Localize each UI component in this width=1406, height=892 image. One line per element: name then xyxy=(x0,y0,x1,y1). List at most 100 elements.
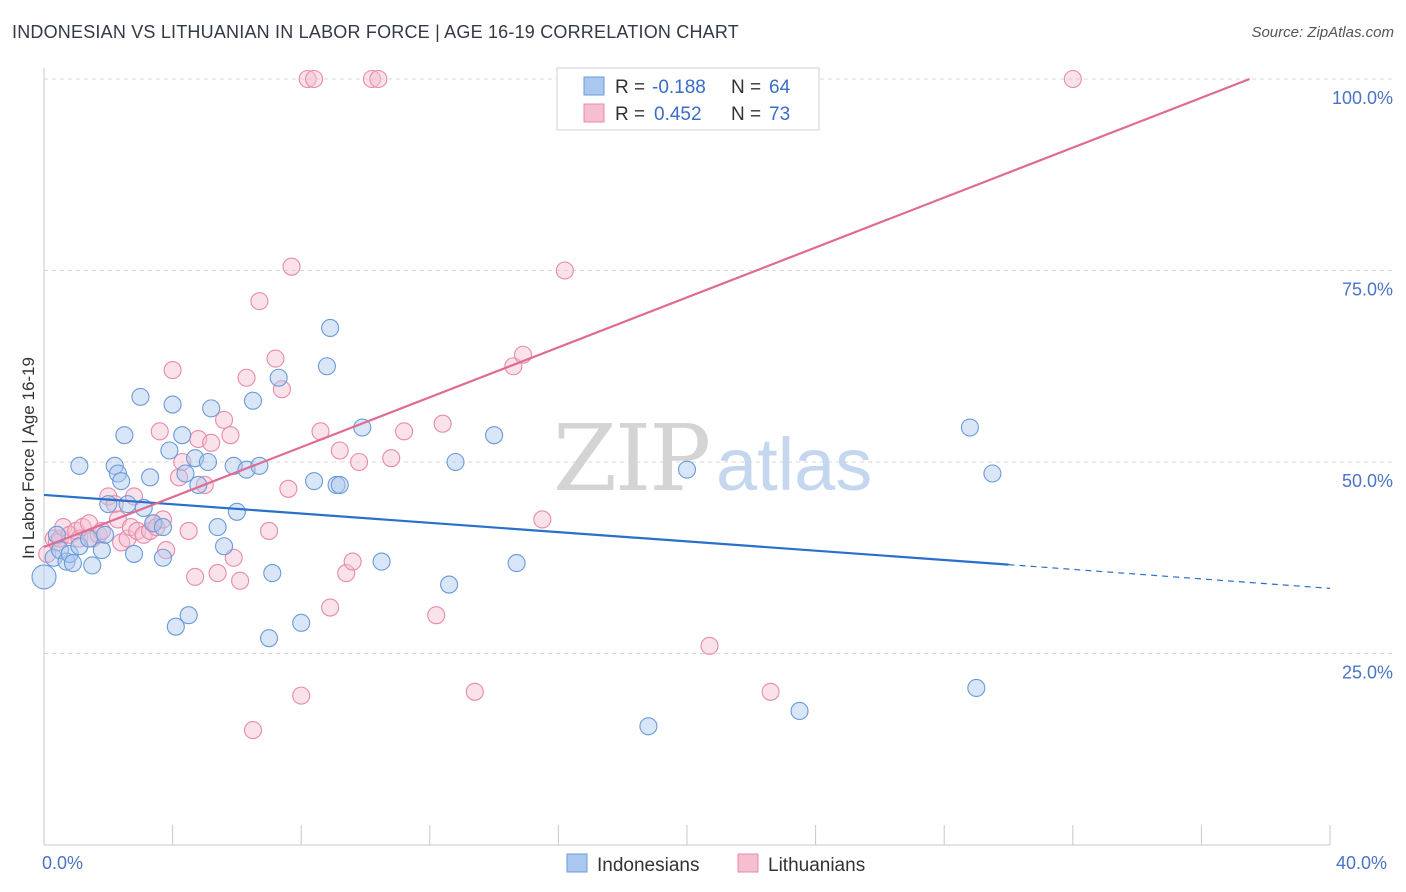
lithuanian-point xyxy=(231,571,250,590)
indonesian-point xyxy=(263,564,282,583)
indonesian-point xyxy=(83,556,102,575)
indonesian-point xyxy=(507,554,526,573)
y-tick-label: 25.0% xyxy=(1342,663,1393,683)
indonesian-point xyxy=(70,537,89,556)
trend-lines xyxy=(43,77,1331,589)
lithuanian-point xyxy=(282,257,301,276)
y-tick-label: 100.0% xyxy=(1332,88,1393,108)
indonesian-point xyxy=(321,318,340,338)
lithuanian-point xyxy=(237,368,256,387)
indonesian-point xyxy=(131,387,150,406)
lithuanian-point xyxy=(250,292,269,311)
legend-swatch-indonesian xyxy=(583,76,605,96)
indonesian-point xyxy=(330,475,349,495)
lithuanian-point xyxy=(343,552,362,571)
lithuanian-point xyxy=(202,433,221,452)
legend-r-label-2: R = xyxy=(615,104,650,125)
lithuanian-point xyxy=(395,422,414,441)
indonesian-point xyxy=(112,472,131,491)
lithuanian-point xyxy=(279,479,298,498)
legend-n-value-1: 64 xyxy=(769,77,791,98)
lithuanian-point xyxy=(427,606,446,625)
indonesian-point xyxy=(63,554,82,573)
watermark-atlas: atlas xyxy=(716,423,872,506)
lithuanian-point xyxy=(555,261,574,280)
indonesian-point xyxy=(173,426,192,445)
lithuanian-point xyxy=(350,452,369,472)
lithuanian-point xyxy=(266,349,285,368)
indonesian-point xyxy=(124,544,144,563)
indonesian-point xyxy=(292,613,311,632)
indonesian-point xyxy=(179,606,198,625)
x-tick-label-min: 0.0% xyxy=(42,853,83,873)
indonesian-point xyxy=(677,460,697,479)
source-label: Source: ZipAtlas.com xyxy=(1251,24,1394,41)
lithuanian-point xyxy=(533,510,552,529)
indonesian-point xyxy=(983,464,1002,483)
lithuanian-point xyxy=(298,69,317,89)
legend-r-value-1: -0.188 xyxy=(652,77,706,98)
lithuanian-point xyxy=(382,449,401,468)
lithuanian-point xyxy=(369,69,388,89)
gridlines xyxy=(44,78,1394,654)
bottom-legend: Indonesians Lithuanians xyxy=(566,853,865,876)
indonesian-point xyxy=(96,525,115,544)
lithuanian-point xyxy=(208,564,227,583)
indonesian-point xyxy=(115,426,134,445)
indonesian-point xyxy=(227,502,246,521)
indonesian-point xyxy=(269,368,288,387)
lithuanian-point xyxy=(259,521,279,540)
legend-box: R = -0.188 N = 64 R = 0.452 N = 73 xyxy=(556,67,820,131)
indonesian-point xyxy=(305,472,324,491)
lithuanian-point xyxy=(337,564,356,583)
indonesian-point xyxy=(960,418,979,437)
lithuanian-point xyxy=(465,682,484,701)
bottom-legend-label-indonesian: Indonesians xyxy=(597,855,699,876)
legend-n-label-2: N = xyxy=(731,104,766,125)
indonesian-point xyxy=(153,548,173,567)
indonesian-point xyxy=(243,391,263,410)
indonesian-point xyxy=(166,617,185,636)
indonesian-point xyxy=(790,701,809,721)
x-tick-label-max: 40.0% xyxy=(1336,853,1387,873)
indonesian-point xyxy=(446,452,465,472)
indonesian-point xyxy=(144,514,163,533)
watermark-zip: ZIP xyxy=(553,405,709,512)
indonesian-point xyxy=(485,426,504,445)
lithuanian-point xyxy=(1063,69,1082,89)
y-axis-label: In Labor Force | Age 16-19 xyxy=(19,357,38,559)
legend-n-value-2: 73 xyxy=(769,104,790,125)
indonesian-point xyxy=(208,518,227,537)
lithuanian-point xyxy=(761,682,780,701)
indonesian-point xyxy=(47,525,66,544)
indonesian-point xyxy=(31,564,57,590)
indonesian-point xyxy=(639,717,658,736)
indonesian-point xyxy=(160,441,179,460)
lithuanian-point xyxy=(163,361,182,380)
indonesian-point xyxy=(176,464,195,483)
lithuanian-point xyxy=(221,426,240,445)
legend-swatch-lithuanian xyxy=(583,103,605,123)
lithuanian-point xyxy=(700,636,719,655)
indonesian-point xyxy=(153,518,173,537)
bottom-legend-swatch-indonesian xyxy=(566,853,588,873)
indonesian-trend-line xyxy=(43,493,1009,566)
indonesian-point xyxy=(214,537,234,556)
legend-r-value-2: 0.452 xyxy=(654,104,702,125)
y-tick-labels: 25.0% 50.0% 75.0% 100.0% xyxy=(1332,88,1393,683)
indonesian-point xyxy=(967,678,986,698)
x-ticks xyxy=(43,825,1331,845)
indonesian-point xyxy=(259,629,279,648)
bottom-legend-label-lithuanian: Lithuanians xyxy=(768,855,865,876)
lithuanian-trend-line xyxy=(43,77,1251,549)
lithuanian-point xyxy=(186,567,205,586)
indonesian-point xyxy=(198,452,218,472)
indonesian-point xyxy=(202,399,221,418)
indonesian-points xyxy=(31,318,1002,736)
indonesian-point xyxy=(163,395,182,414)
indonesian-point xyxy=(141,468,160,487)
chart-title: INDONESIAN VS LITHUANIAN IN LABOR FORCE … xyxy=(12,22,739,42)
legend-n-label-1: N = xyxy=(731,77,766,98)
y-tick-label: 50.0% xyxy=(1342,471,1393,491)
